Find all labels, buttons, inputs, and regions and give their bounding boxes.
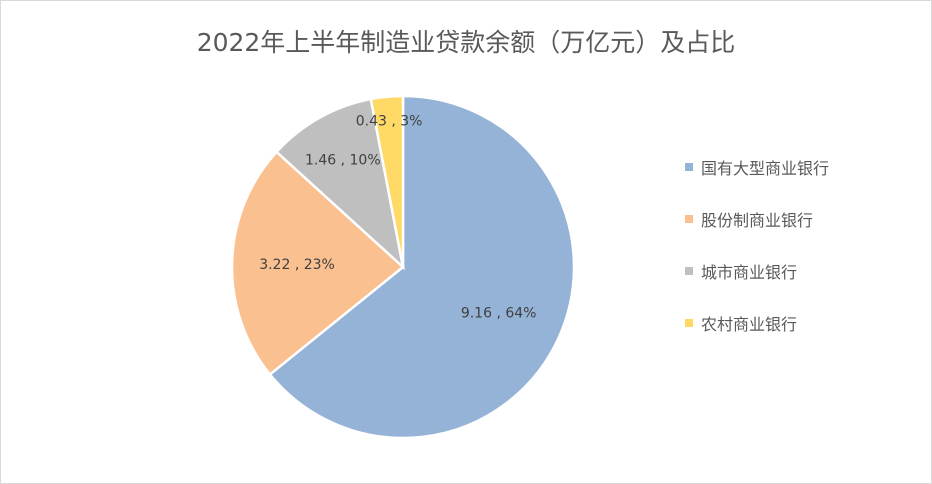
legend-swatch-icon [685,267,693,275]
pie-slice-4 [369,94,405,268]
legend-label: 城市商业银行 [701,263,798,282]
legend-item-2: 股份制商业银行 [685,193,829,245]
pie-slice-2 [230,150,405,377]
data-label-2: 3.22 , 23% [259,257,335,273]
pie-slice-1 [268,94,576,440]
legend-swatch-icon [685,215,693,223]
legend-item-4: 农村商业银行 [685,297,829,349]
data-label-3: 1.46 , 10% [305,153,381,169]
legend-swatch-icon [685,319,693,327]
chart-title: 2022年上半年制造业贷款余额（万亿元）及占比 [196,28,736,57]
legend-label: 农村商业银行 [701,315,798,334]
data-label-4: 0.43 , 3% [356,114,423,130]
legend-swatch-icon [685,163,693,171]
pie-slice-3 [274,97,405,271]
legend: 国有大型商业银行 股份制商业银行 城市商业银行 农村商业银行 [685,141,829,349]
legend-label: 股份制商业银行 [701,211,814,230]
data-label-1: 9.16 , 64% [461,306,537,322]
legend-item-3: 城市商业银行 [685,245,829,297]
legend-item-1: 国有大型商业银行 [685,141,829,193]
legend-label: 国有大型商业银行 [701,159,830,178]
